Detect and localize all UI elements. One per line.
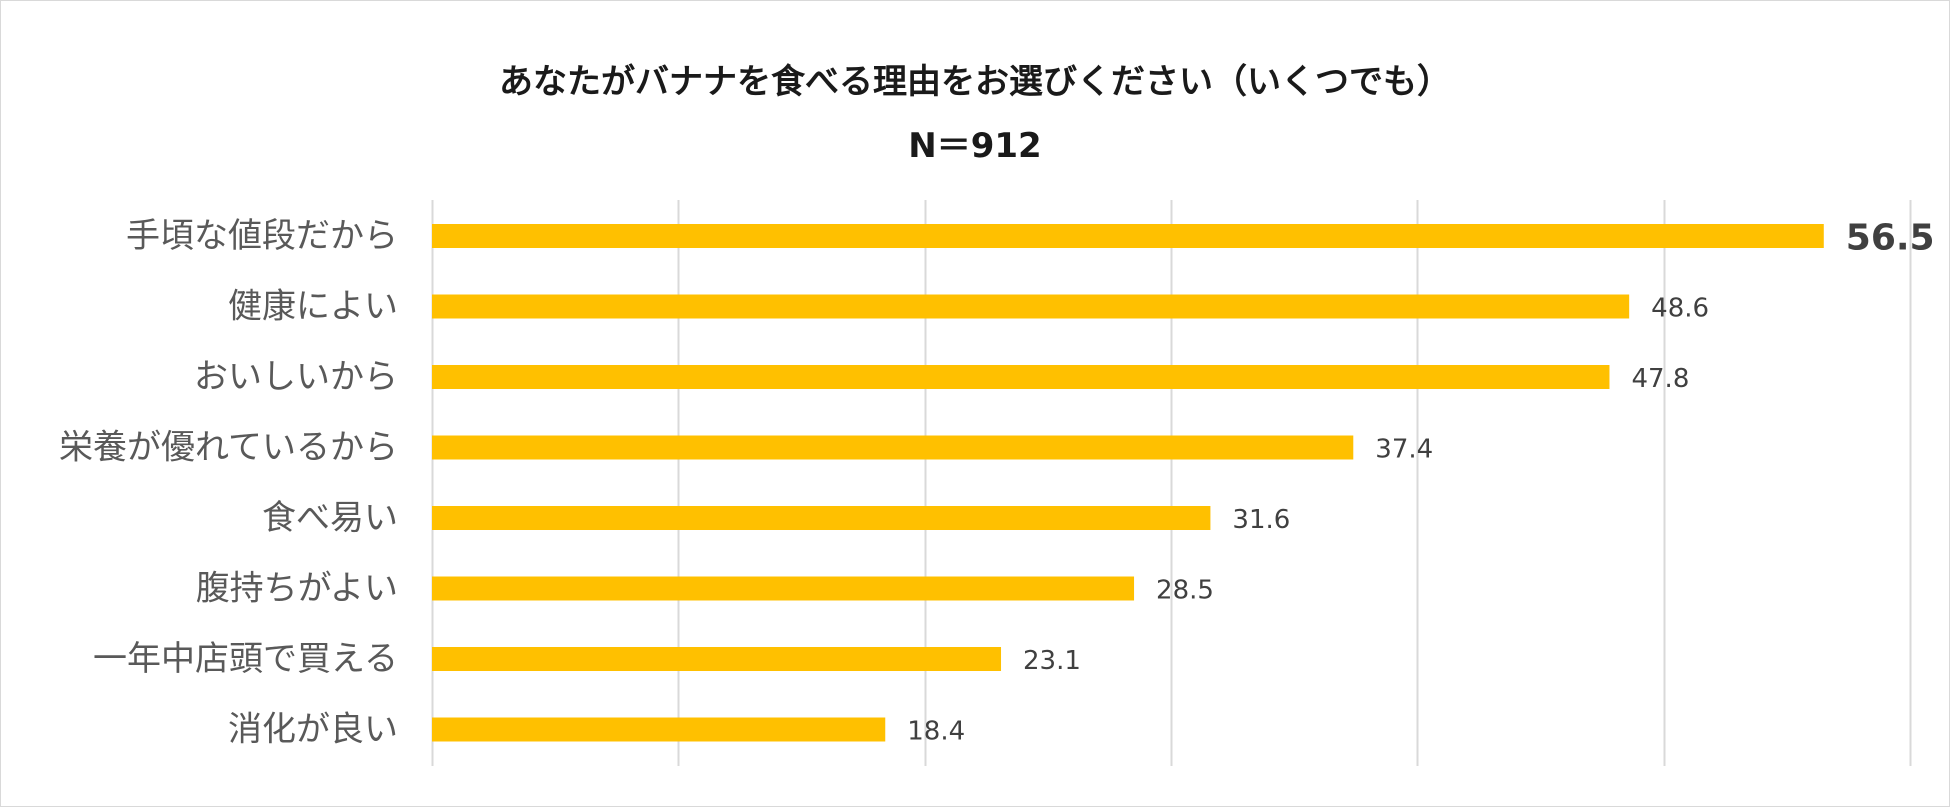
data-label: 48.6 — [1651, 294, 1709, 324]
data-label: 47.8 — [1631, 364, 1689, 394]
category-label: 食べ易い — [262, 498, 398, 538]
data-label: 28.5 — [1156, 576, 1214, 606]
data-label: 31.6 — [1232, 505, 1290, 535]
bar — [432, 224, 1824, 248]
bar — [432, 576, 1135, 601]
category-label: 一年中店頭で買える — [93, 639, 398, 679]
bar — [432, 647, 1002, 671]
data-label: 18.4 — [907, 717, 965, 747]
category-label: 腹持ちがよい — [196, 569, 398, 609]
chart-title: あなたがバナナを食べる理由をお選びください（いくつでも） — [499, 62, 1451, 102]
bar — [432, 506, 1211, 530]
category-label: おいしいから — [194, 357, 398, 397]
bar — [432, 717, 886, 742]
chart-subtitle: N＝912 — [908, 126, 1042, 166]
data-label: 23.1 — [1023, 646, 1081, 676]
data-label: 56.5 — [1846, 218, 1935, 259]
bar — [432, 294, 1630, 319]
category-label: 健康によい — [228, 287, 398, 327]
category-label: 消化が良い — [228, 710, 398, 750]
data-label: 37.4 — [1375, 435, 1433, 465]
bar — [432, 435, 1354, 460]
category-label: 栄養が優れているから — [59, 428, 398, 468]
bar — [432, 365, 1610, 389]
category-label: 手頃な値段だから — [126, 216, 398, 256]
